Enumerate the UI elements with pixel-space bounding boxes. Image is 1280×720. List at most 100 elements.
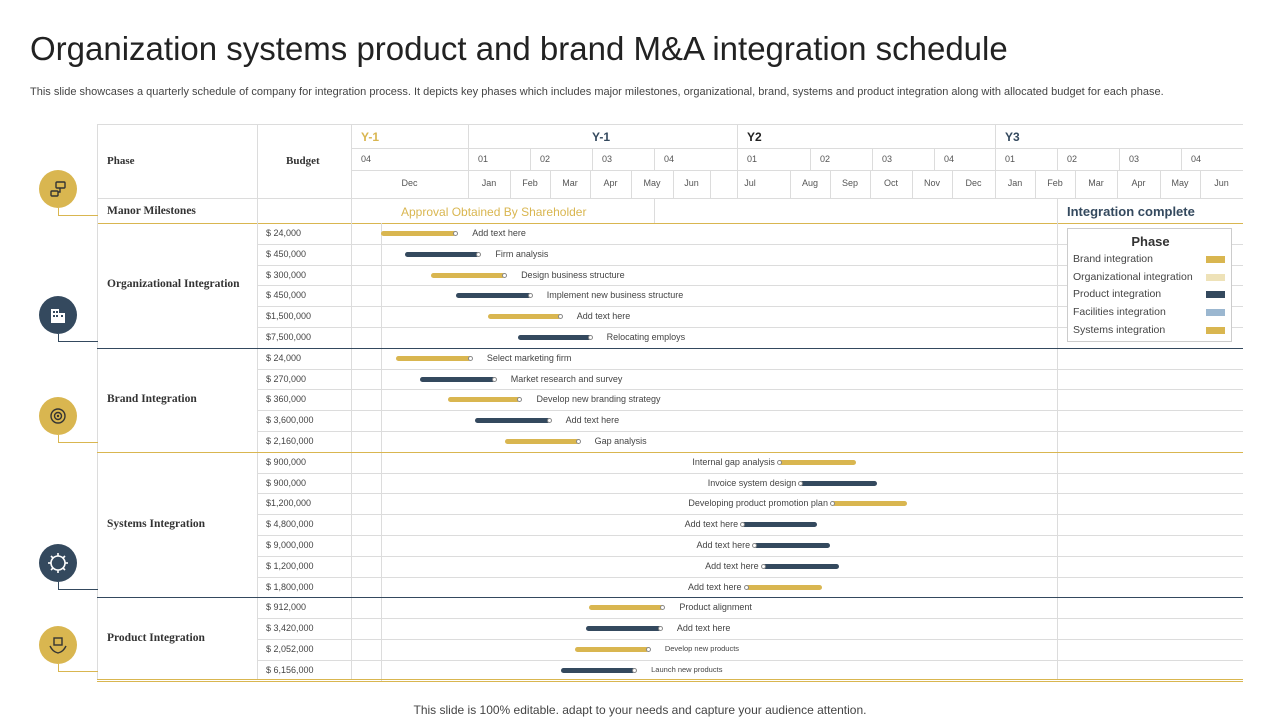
- quarter-label: 02: [1067, 154, 1078, 164]
- year-label: Y-1: [361, 130, 380, 144]
- budget-cell: $ 1,800,000: [266, 581, 314, 592]
- grid-line: [381, 327, 382, 348]
- budget-cell: $ 270,000: [266, 373, 307, 384]
- task-label: Market research and survey: [510, 373, 623, 384]
- grid-line: [912, 170, 913, 198]
- month-label: Mar: [1088, 178, 1104, 188]
- grid-line: [381, 473, 382, 493]
- month-label: Dec: [401, 178, 418, 188]
- gantt-bar: [831, 501, 908, 507]
- budget-cell: $ 450,000: [266, 290, 307, 301]
- gantt-bar: [762, 563, 839, 569]
- quarter-label: 02: [540, 154, 551, 164]
- flowchart-icon: [39, 170, 77, 208]
- gantt-bar: [505, 439, 579, 444]
- grid-line: [510, 170, 511, 198]
- gantt-bar-dot: [660, 605, 666, 611]
- quarter-label: 03: [882, 154, 893, 164]
- grid-line: [1057, 198, 1058, 679]
- legend-swatch: [1206, 309, 1225, 317]
- task-label: Product alignment: [679, 602, 752, 613]
- quarter-label: 04: [944, 154, 955, 164]
- grid-line: [257, 410, 1243, 411]
- icon-connector: [58, 435, 59, 443]
- grid-line: [257, 577, 1243, 578]
- year-label: Y3: [1005, 130, 1020, 144]
- grid-line: [1200, 170, 1201, 198]
- gantt-bar-dot: [632, 667, 638, 673]
- grid-line: [257, 431, 1243, 432]
- gear-icon: [39, 544, 77, 582]
- month-label: Jul: [744, 178, 756, 188]
- grid-line: [257, 389, 1243, 390]
- grid-line: [934, 148, 935, 170]
- month-label: Dec: [965, 178, 982, 188]
- month-label: Apr: [1131, 178, 1146, 188]
- icon-connector: [58, 664, 59, 672]
- budget-cell: $ 6,156,000: [266, 664, 314, 675]
- month-label: Feb: [522, 178, 538, 188]
- icon-connector: [58, 582, 59, 590]
- icon-connector: [58, 215, 98, 216]
- grid-line: [468, 170, 469, 198]
- grid-line: [381, 597, 382, 618]
- gear-badge-icon: [39, 397, 77, 435]
- group-label: Organizational Integration: [107, 278, 240, 291]
- grid-line: [1035, 170, 1036, 198]
- grid-line: [592, 148, 593, 170]
- budget-cell: $ 2,052,000: [266, 644, 314, 654]
- milestone-label: Manor Milestones: [107, 205, 196, 217]
- grid-line: [810, 148, 811, 170]
- milestone-approval: Approval Obtained By Shareholder: [401, 205, 587, 219]
- legend-swatch: [1206, 273, 1225, 281]
- grid-line: [1075, 170, 1076, 198]
- group-divider: [97, 348, 1243, 349]
- group-label: Systems Integration: [107, 517, 206, 530]
- quarter-label: 02: [820, 154, 831, 164]
- grid-line: [381, 431, 382, 452]
- gantt-bar-dot: [575, 439, 581, 444]
- gantt-bar-dot: [829, 501, 835, 507]
- grid-line: [590, 170, 591, 198]
- grid-line: [550, 170, 551, 198]
- icon-connector: [58, 589, 98, 590]
- quarter-label: 01: [478, 154, 489, 164]
- gantt-bar-dot: [453, 231, 459, 236]
- grid-line: [381, 618, 382, 639]
- month-label: Feb: [1047, 178, 1063, 188]
- task-label: Develop new products: [664, 644, 740, 653]
- milestone-complete: Integration complete: [1067, 204, 1195, 219]
- budget-cell: $ 2,160,000: [266, 436, 314, 446]
- gantt-bar-dot: [740, 522, 746, 528]
- grid-line: [872, 148, 873, 170]
- task-label: Launch new products: [651, 664, 723, 674]
- grid-line: [530, 148, 531, 170]
- grid-line: [995, 148, 996, 170]
- grid-line: [654, 148, 655, 170]
- grid-line: [257, 639, 1243, 640]
- grid-line: [1057, 148, 1058, 170]
- grid-line: [351, 170, 1243, 171]
- quarter-label: 04: [1191, 154, 1202, 164]
- grid-line: [257, 285, 1243, 286]
- header-budget: Budget: [286, 155, 320, 167]
- legend-item: Systems integration: [1073, 323, 1166, 336]
- grid-line: [790, 170, 791, 198]
- grid-line: [1160, 170, 1161, 198]
- gantt-bar: [430, 272, 506, 278]
- task-label: Internal gap analysis: [692, 456, 775, 467]
- task-label: Gap analysis: [594, 436, 647, 446]
- task-label: Implement new business structure: [546, 290, 684, 301]
- grid-line: [257, 660, 1243, 661]
- grid-line: [952, 170, 953, 198]
- budget-cell: $ 912,000: [266, 602, 307, 613]
- gantt-bar-dot: [491, 376, 497, 382]
- gantt-bar-dot: [527, 293, 533, 299]
- task-label: Develop new branding strategy: [536, 394, 661, 405]
- quarter-label: 01: [747, 154, 758, 164]
- gantt-bar: [487, 314, 561, 320]
- grid-line: [257, 327, 1243, 328]
- icon-connector: [58, 671, 98, 672]
- gantt-bar-dot: [502, 272, 508, 278]
- gantt-bar-dot: [546, 418, 552, 424]
